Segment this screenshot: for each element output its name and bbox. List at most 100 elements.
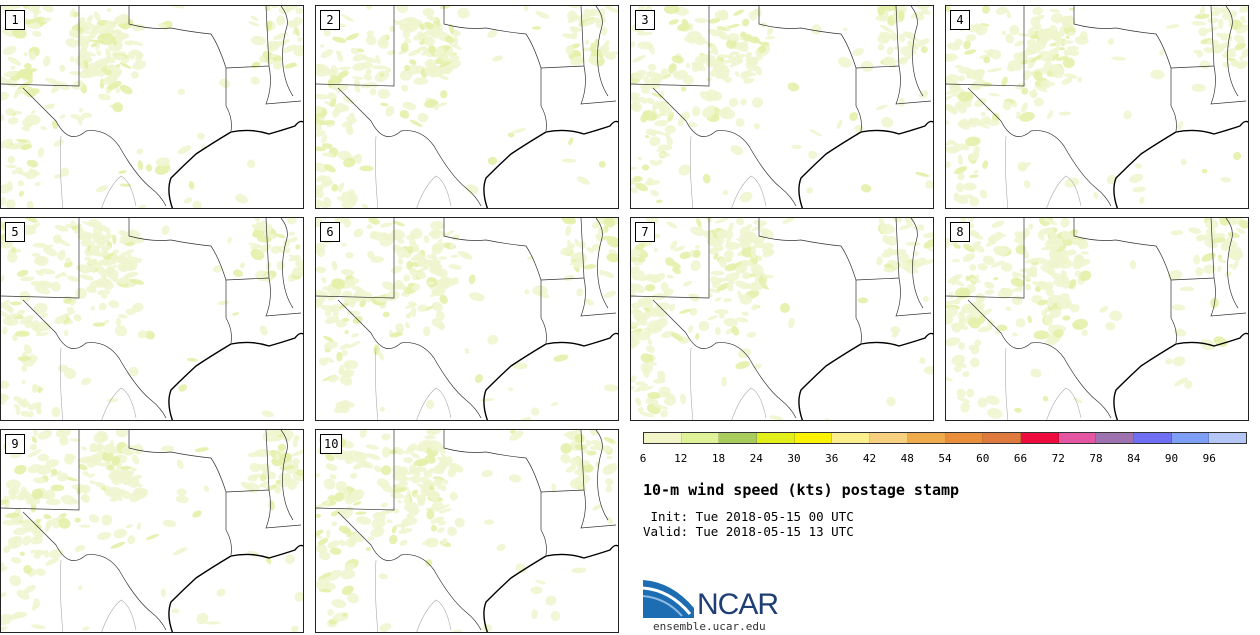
coastline (483, 544, 618, 632)
colorbar-tick-label: 54 (938, 452, 952, 465)
border-line (758, 6, 857, 106)
border-line (1005, 135, 1009, 208)
border-line (1, 430, 80, 511)
colorbar-tick-label: 90 (1164, 452, 1179, 465)
border-line (22, 87, 167, 207)
border-line (580, 65, 617, 105)
border-line (631, 218, 710, 299)
mexico-borders (60, 559, 137, 632)
border-line (280, 6, 294, 97)
border-line (910, 6, 924, 97)
border-line (316, 218, 395, 299)
coastline (168, 120, 303, 208)
border-line (731, 175, 767, 208)
border-line (316, 6, 395, 87)
mexico-borders (1005, 135, 1082, 208)
border-line (580, 277, 617, 317)
wind-field (316, 430, 618, 632)
ncar-logo-icon (642, 580, 694, 618)
colorbar-tick-label: 30 (787, 452, 801, 465)
border-line (225, 529, 232, 556)
site-url: ensemble.ucar.edu (653, 620, 766, 633)
map-canvas (1, 6, 303, 208)
border-line (128, 6, 227, 106)
border-line (690, 347, 694, 420)
border-line (1225, 218, 1239, 309)
wind-field (946, 218, 1248, 419)
panel-label: 4 (950, 10, 970, 30)
border-line (967, 87, 1112, 207)
mexico-borders (60, 135, 137, 208)
panel-label: 3 (635, 10, 655, 30)
map-canvas (631, 6, 933, 208)
chart-title: 10-m wind speed (kts) postage stamp (643, 481, 960, 499)
border-line (22, 511, 167, 631)
border-line (416, 387, 452, 420)
border-line (1073, 6, 1172, 106)
colorbar-segment (1133, 433, 1172, 443)
colorbar-tick-label: 36 (825, 452, 839, 465)
border-line (375, 559, 379, 632)
border-line (758, 218, 857, 318)
colorbar-tick-label: 12 (674, 452, 688, 465)
mexico-borders (375, 347, 452, 420)
init-time: Init: Tue 2018-05-15 00 UTC (643, 509, 854, 524)
border-line (967, 299, 1112, 419)
colorbar-tick-label: 24 (749, 452, 763, 465)
colorbar-segment (757, 433, 795, 443)
border-line (540, 529, 547, 556)
colorbar-segment (794, 433, 833, 443)
mexico-borders (1005, 347, 1082, 420)
wind-field (316, 218, 618, 420)
border-line (1225, 6, 1239, 97)
border-line (316, 430, 395, 511)
colorbar-tick-label: 78 (1089, 452, 1103, 465)
border-line (1, 6, 80, 87)
colorbar-segment (983, 433, 1021, 443)
border-line (1170, 317, 1177, 344)
border-line (265, 489, 302, 529)
border-line (580, 489, 617, 529)
map-canvas (1, 430, 303, 632)
colorbar-segment (1058, 433, 1097, 443)
wind-field (316, 6, 618, 208)
border-line (337, 299, 482, 419)
border-line (443, 6, 542, 106)
panel-label: 9 (5, 434, 25, 454)
state-borders (946, 6, 1247, 207)
border-line (280, 430, 294, 521)
coastline (483, 332, 618, 420)
border-line (1210, 65, 1247, 105)
panel-label: 8 (950, 222, 970, 242)
map-canvas (631, 218, 933, 420)
border-line (416, 175, 452, 208)
state-borders (316, 218, 617, 419)
state-borders (946, 218, 1247, 419)
wind-field (631, 6, 933, 204)
coastline (1113, 120, 1248, 208)
panel-label: 5 (5, 222, 25, 242)
colorbar-tick-label: 48 (900, 452, 914, 465)
border-line (595, 6, 609, 97)
border-line (1046, 175, 1082, 208)
wind-field (946, 6, 1248, 207)
border-line (265, 65, 302, 105)
coastline (168, 332, 303, 420)
border-line (910, 218, 924, 309)
mexico-borders (690, 135, 767, 208)
colorbar-tick-label: 60 (976, 452, 990, 465)
border-line (265, 277, 302, 317)
colorbar-tick-label: 42 (862, 452, 877, 465)
member-panel-2: 2 (315, 5, 619, 209)
border-line (101, 175, 137, 208)
border-line (337, 87, 482, 207)
colorbar-segment (1020, 433, 1059, 443)
mexico-borders (60, 347, 137, 420)
colorbar-tick-label: 72 (1051, 452, 1065, 465)
state-borders (1, 218, 302, 419)
border-line (128, 430, 227, 530)
coastline (483, 120, 618, 208)
state-borders (631, 6, 932, 207)
border-line (60, 347, 64, 420)
border-line (595, 218, 609, 309)
